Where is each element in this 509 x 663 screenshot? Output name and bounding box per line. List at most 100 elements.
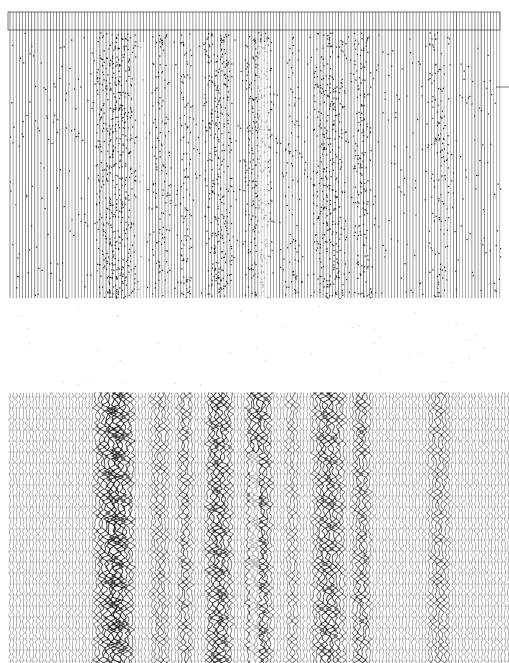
upper-trace-dot <box>205 53 207 56</box>
upper-trace-dot <box>324 234 326 236</box>
upper-trace-dot <box>229 274 231 276</box>
upper-trace-dot <box>205 101 208 103</box>
upper-trace-dot <box>208 285 210 287</box>
upper-trace-dot <box>281 172 283 174</box>
upper-trace-dot <box>365 45 367 47</box>
upper-trace-dot <box>107 291 109 293</box>
upper-trace-dot <box>326 280 328 282</box>
lower-wiggle-trace <box>258 392 270 663</box>
upper-trace-dot <box>409 38 411 40</box>
upper-trace-dot <box>441 90 443 92</box>
upper-trace-dot <box>218 271 220 273</box>
upper-trace-dot <box>343 105 345 108</box>
upper-trace-dot <box>170 167 172 169</box>
upper-trace-dot <box>103 184 105 186</box>
upper-trace-dot <box>133 251 135 253</box>
upper-trace-dot <box>462 198 464 200</box>
lower-wiggle-trace <box>480 392 484 663</box>
upper-trace-dot <box>204 178 206 180</box>
upper-trace-dot <box>494 102 496 104</box>
lower-wiggle-trace <box>67 392 72 663</box>
upper-trace-dot <box>246 74 248 76</box>
upper-trace-dot <box>231 255 233 257</box>
upper-trace-dot <box>342 107 344 109</box>
upper-trace-dot <box>440 263 442 265</box>
upper-trace-dot <box>316 191 318 193</box>
upper-trace-dot <box>213 252 215 254</box>
upper-trace-dot <box>335 179 337 181</box>
upper-trace-dot <box>290 88 292 90</box>
upper-trace-dot <box>364 209 366 211</box>
upper-trace-dot <box>220 188 222 190</box>
upper-trace-dot <box>270 181 272 183</box>
upper-trace-dot <box>446 158 448 160</box>
upper-trace-dot <box>384 256 386 258</box>
upper-trace-dot <box>329 83 331 85</box>
upper-trace-dot <box>355 39 357 41</box>
upper-trace-dot <box>114 187 116 189</box>
upper-trace-dot <box>286 162 288 164</box>
upper-trace-dot <box>323 91 325 93</box>
upper-trace-dot <box>433 80 435 82</box>
upper-trace-dot <box>186 189 188 191</box>
upper-trace-dot <box>354 165 356 167</box>
upper-trace-dot <box>356 262 358 264</box>
upper-trace-dot <box>18 276 20 278</box>
upper-trace-dot <box>113 108 115 110</box>
upper-trace-dot <box>316 83 318 85</box>
upper-trace-dot <box>183 153 185 155</box>
upper-trace-dot <box>109 202 111 204</box>
upper-trace-dot <box>255 192 257 194</box>
upper-trace-dot <box>218 71 220 73</box>
upper-trace-dot <box>345 131 347 133</box>
upper-trace-dot <box>257 64 259 66</box>
upper-trace-dot <box>336 261 338 264</box>
upper-trace-dot <box>292 44 294 47</box>
upper-trace-dot <box>415 214 417 216</box>
upper-trace-dot <box>149 233 151 236</box>
upper-trace-dot <box>355 154 357 157</box>
upper-trace-dot <box>12 142 14 144</box>
upper-trace-dot <box>329 92 332 94</box>
upper-trace-dot <box>362 79 364 81</box>
upper-trace-dot <box>197 136 200 139</box>
lower-wiggle-trace <box>344 392 349 663</box>
upper-trace-dot <box>353 73 355 75</box>
upper-trace-dot <box>328 95 330 97</box>
upper-trace-dot <box>100 32 102 34</box>
upper-trace-dot <box>339 121 341 123</box>
upper-trace-dot <box>330 159 332 161</box>
upper-trace-dot <box>110 139 112 141</box>
upper-trace-dot <box>113 164 115 166</box>
upper-trace-dot <box>109 156 111 158</box>
upper-trace-dot <box>129 107 132 109</box>
upper-trace-dot <box>292 91 294 93</box>
upper-trace-dot <box>365 189 368 191</box>
upper-trace-dot <box>224 52 226 55</box>
upper-trace-dot <box>105 268 108 270</box>
upper-trace-dot <box>225 84 227 86</box>
upper-trace-dot <box>217 241 219 243</box>
upper-trace-dot <box>436 124 439 126</box>
upper-trace-dot <box>367 201 369 203</box>
upper-trace-dot <box>168 154 171 157</box>
upper-trace-dot <box>108 275 110 277</box>
upper-trace-dot <box>223 242 225 244</box>
upper-trace-dot <box>152 184 154 186</box>
upper-trace-dot <box>410 52 412 54</box>
upper-trace-dot <box>96 193 98 195</box>
upper-trace-dot <box>128 69 130 71</box>
upper-trace-dot <box>357 206 359 208</box>
upper-trace-dot <box>251 106 253 108</box>
upper-trace-dot <box>289 48 291 50</box>
upper-trace-dot <box>152 62 154 64</box>
upper-trace-dot <box>336 196 338 198</box>
upper-trace-dot <box>111 269 113 271</box>
upper-trace-dot <box>99 264 101 266</box>
upper-trace-dot <box>328 239 331 241</box>
upper-trace-dot <box>350 81 353 83</box>
upper-trace-dot <box>225 188 228 190</box>
upper-trace-dot <box>158 261 160 263</box>
upper-trace-dot <box>82 139 84 141</box>
upper-trace-dot <box>332 169 334 171</box>
